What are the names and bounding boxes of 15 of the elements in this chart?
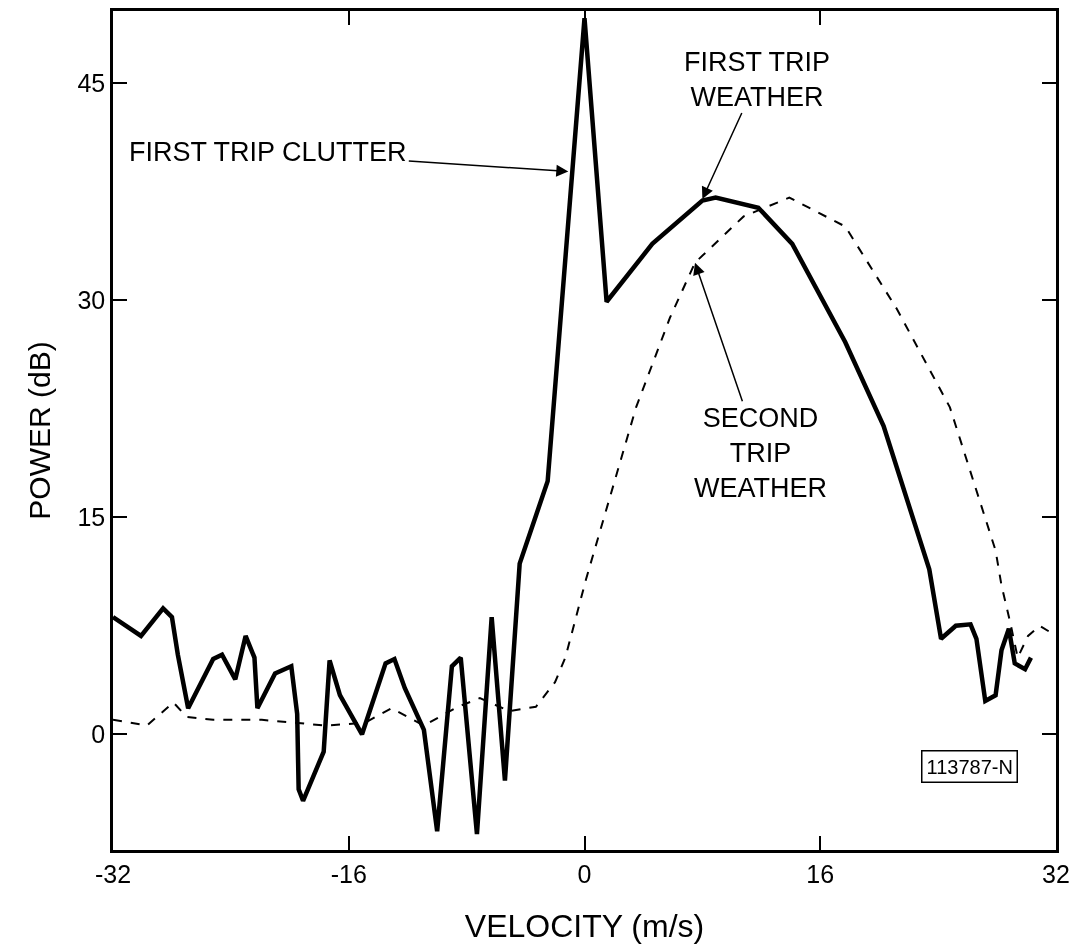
x-tick-label: 0 (577, 859, 592, 888)
annotation: 113787-N (926, 755, 1013, 778)
x-tick-label: -32 (94, 859, 132, 888)
y-tick-label: 15 (77, 503, 106, 532)
y-axis-title: POWER (dB) (23, 341, 57, 520)
x-tick-label: 32 (1042, 859, 1070, 888)
y-tick-label: 45 (77, 69, 106, 98)
annotation: SECOND TRIP WEATHER (694, 403, 827, 504)
y-tick-label: 0 (91, 720, 106, 749)
x-axis-title: VELOCITY (m/s) (464, 907, 705, 944)
x-tick-label: -16 (330, 859, 367, 888)
annotation: FIRST TRIP WEATHER (684, 47, 831, 113)
y-tick-label: 30 (77, 286, 106, 315)
x-tick-label: 16 (806, 859, 835, 888)
annotation: FIRST TRIP CLUTTER (129, 137, 407, 167)
